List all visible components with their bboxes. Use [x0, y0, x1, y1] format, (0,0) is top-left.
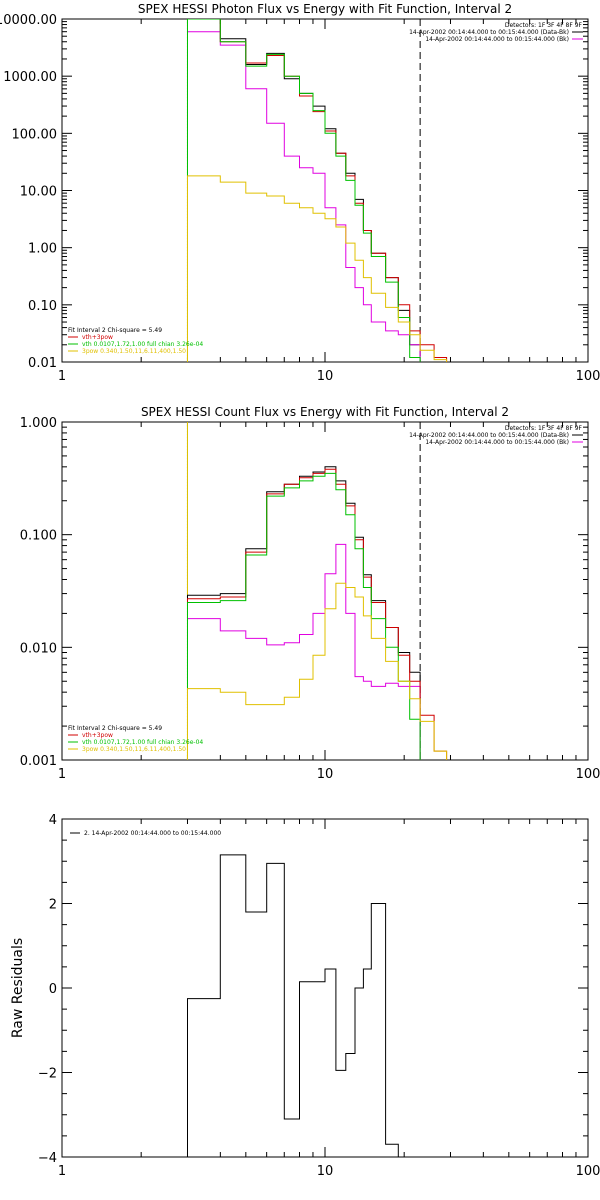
plot-area: [187, 466, 448, 760]
chart-panel-1: SPEX HESSI Photon Flux vs Energy with Fi…: [0, 2, 600, 384]
y-tick-label: 0: [49, 982, 57, 997]
legend-entry: 3pow 0.340,1.50,11,6.11,400,1.50: [82, 348, 186, 355]
legend-entry: Fit Interval 2 Chi-square = 5.49: [68, 327, 162, 334]
legend-entry: 3pow 0.340,1.50,11,6.11,400,1.50: [82, 746, 186, 753]
header-text: 14-Apr-2002 00:14:44.000 to 00:15:44.000…: [409, 432, 569, 439]
y-tick-label: 4: [49, 813, 57, 828]
y-tick-label: 100.00: [12, 127, 58, 142]
x-tick-label: 10: [317, 767, 334, 782]
series-line-vth-3pow: [187, 468, 448, 760]
header-text: Detectors: 1F 3F 4F 8F 9F: [505, 22, 583, 29]
series-line-3pow: [187, 175, 448, 362]
series-line-3pow: [187, 582, 448, 760]
chart-panel-2: SPEX HESSI Count Flux vs Energy with Fit…: [20, 405, 600, 782]
series-line-1: [187, 854, 421, 1157]
plot-area: [187, 19, 448, 362]
x-tick-label: 100: [576, 1164, 600, 1179]
x-tick-label: 100: [576, 767, 600, 782]
y-tick-label: −4: [38, 1151, 57, 1166]
fit-legend: Fit Interval 2 Chi-square = 5.49vth+3pow…: [68, 327, 203, 355]
legend-entry: Fit Interval 2 Chi-square = 5.49: [68, 725, 162, 732]
y-tick-label: 0.100: [20, 529, 57, 544]
series-line-vth: [187, 472, 421, 760]
y-axis: 1.000 0.100 0.010 0.001: [20, 416, 588, 769]
y-tick-label: 10.00: [20, 185, 57, 200]
plot-area: [187, 854, 421, 1157]
chart-title: SPEX HESSI Photon Flux vs Energy with Fi…: [138, 2, 512, 16]
legend-entry: 2. 14-Apr-2002 00:14:44.000 to 00:15:44.…: [84, 830, 221, 837]
header-text: 14-Apr-2002 00:14:44.000 to 00:15:44.000…: [425, 439, 569, 446]
header-text: 14-Apr-2002 00:14:44.000 to 00:15:44.000…: [409, 29, 569, 36]
x-axis: 1 10 100: [58, 422, 600, 782]
x-tick-label: 10: [317, 369, 334, 384]
legend-entry: vth 0.0107,1.72,1.00 full chian 3.26e-04: [82, 739, 203, 746]
series-line-vth: [187, 19, 421, 362]
legend-entry: vth 0.0107,1.72,1.00 full chian 3.26e-04: [82, 341, 203, 348]
x-tick-label: 100: [576, 369, 600, 384]
fit-legend: Fit Interval 2 Chi-square = 5.49vth+3pow…: [68, 725, 203, 753]
y-axis: 10000.00 1000.00 100.00 10.00 1.00 0.10 0.01: [0, 13, 588, 371]
y-tick-label: 1.00: [28, 242, 57, 257]
y-tick-label: 0.010: [20, 641, 57, 656]
y-tick-label: −2: [38, 1067, 57, 1082]
x-tick-label: 1: [58, 369, 66, 384]
header-text: 14-Apr-2002 00:14:44.000 to 00:15:44.000…: [425, 36, 569, 43]
chart-panel-3: 1 10 100 4 2 0 −2 −4 Raw Residuals 2. 14-Apr-2002…: [10, 813, 600, 1179]
legend-entry: vth+3pow: [82, 334, 113, 341]
chart-title: SPEX HESSI Count Flux vs Energy with Fit…: [141, 405, 509, 419]
x-tick-label: 1: [58, 1164, 66, 1179]
plot-frame: [61, 818, 589, 1158]
series-line-bk: [187, 31, 421, 362]
series-line-bk: [187, 543, 421, 760]
y-tick-label: 2: [49, 898, 57, 913]
y-axis-label: Raw Residuals: [10, 938, 26, 1038]
y-tick-label: 0.01: [28, 356, 57, 371]
y-tick-label: 0.10: [28, 299, 57, 314]
y-tick-label: 10000.00: [0, 13, 57, 28]
y-tick-label: 1000.00: [3, 70, 57, 85]
y-tick-label: 0.001: [20, 754, 57, 769]
header-text: Detectors: 1F 3F 4F 8F 9F: [505, 425, 583, 432]
x-tick-label: 10: [317, 1164, 334, 1179]
series-line-data-bk: [187, 19, 421, 362]
x-tick-label: 1: [58, 767, 66, 782]
legend-entry: vth+3pow: [82, 732, 113, 739]
y-tick-label: 1.000: [20, 416, 57, 431]
x-axis: 1 10 100: [58, 19, 600, 384]
y-axis: 4 2 0 −2 −4: [38, 813, 588, 1166]
x-axis: 1 10 100: [58, 819, 600, 1179]
